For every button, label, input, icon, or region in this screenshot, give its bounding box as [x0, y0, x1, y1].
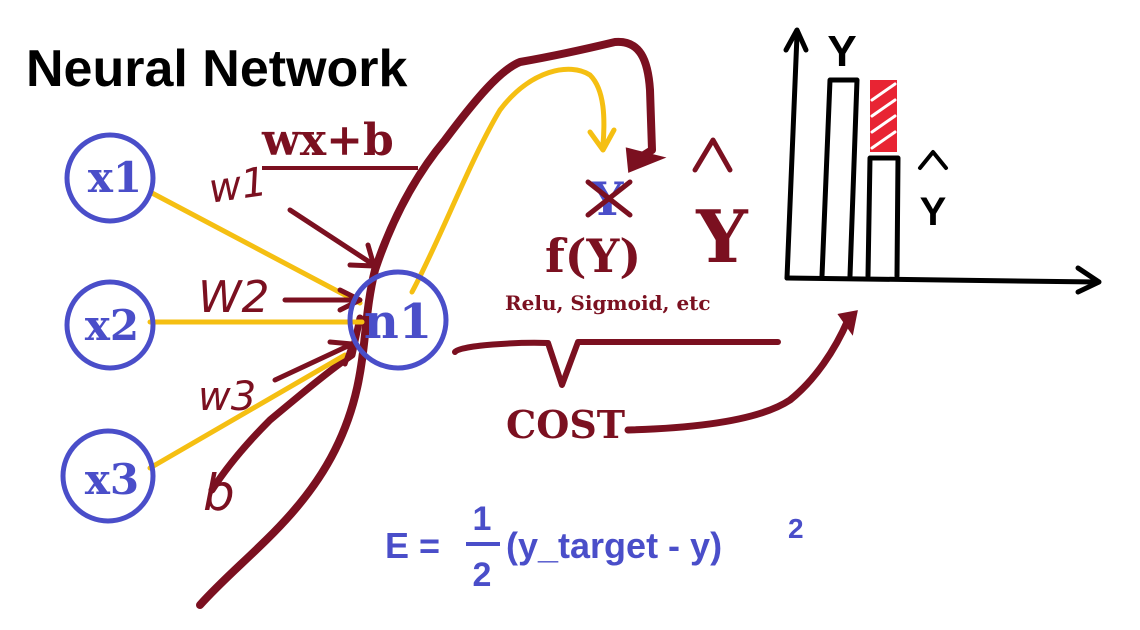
w1-label: w1 — [206, 159, 270, 213]
forward-arrowhead — [625, 147, 667, 173]
backprop-curve — [208, 314, 364, 494]
w3-arrow — [272, 339, 355, 383]
activation-function: f(Y) — [545, 229, 641, 283]
x2-node — [64, 279, 156, 371]
activation-examples: Relu, Sigmoid, etc — [505, 291, 711, 315]
error-body: (y_target - y) — [506, 525, 722, 566]
x3-connection — [147, 352, 348, 471]
x1-label: x1 — [88, 153, 142, 202]
chart-y-hat-label: Y — [920, 190, 947, 234]
forward-sweep-curve — [196, 37, 656, 609]
chart-y-axis-arrowhead — [783, 27, 809, 53]
x1-connection — [149, 190, 363, 306]
cost-label: COST — [506, 402, 625, 447]
neuron-node — [347, 269, 449, 371]
error-exponent: 2 — [788, 513, 804, 544]
wx-plus-b-formula: wx+b — [261, 115, 394, 166]
error-lhs: E = — [385, 525, 440, 566]
chart-y-axis — [784, 32, 800, 281]
w2-arrow — [282, 287, 363, 313]
x3-label: x3 — [85, 455, 139, 504]
w2-label: W2 — [198, 272, 270, 323]
error-denominator: 2 — [473, 556, 492, 594]
w3-label: w3 — [198, 374, 256, 420]
output-arrowhead — [587, 127, 617, 153]
x1-node — [64, 132, 156, 224]
chart-x-axis-arrowhead — [1075, 265, 1102, 295]
bias-label: b — [203, 464, 235, 522]
x2-label: x2 — [85, 301, 139, 350]
cost-arrow-curve — [624, 316, 852, 434]
cost-bracket — [452, 339, 781, 388]
x3-node — [60, 428, 156, 524]
chart-x-axis — [784, 275, 1101, 285]
chart-y-hat-caret-icon — [918, 150, 948, 170]
prediction-bar — [865, 155, 901, 279]
chart-y-label: Y — [827, 27, 856, 76]
error-gap-hatch — [870, 82, 897, 150]
page-title: Neural Network — [26, 40, 408, 98]
strike-mark — [585, 179, 633, 218]
output-connection — [409, 66, 607, 295]
target-bar — [819, 77, 860, 279]
y-hat-label: Y — [695, 194, 749, 279]
cost-arrowhead — [837, 310, 858, 336]
error-numerator: 1 — [473, 500, 492, 538]
w1-arrow — [287, 207, 377, 269]
y-hat-caret-icon — [692, 137, 733, 173]
neuron-label: n1 — [364, 294, 432, 350]
mini-chart: Y Y — [783, 27, 1102, 295]
